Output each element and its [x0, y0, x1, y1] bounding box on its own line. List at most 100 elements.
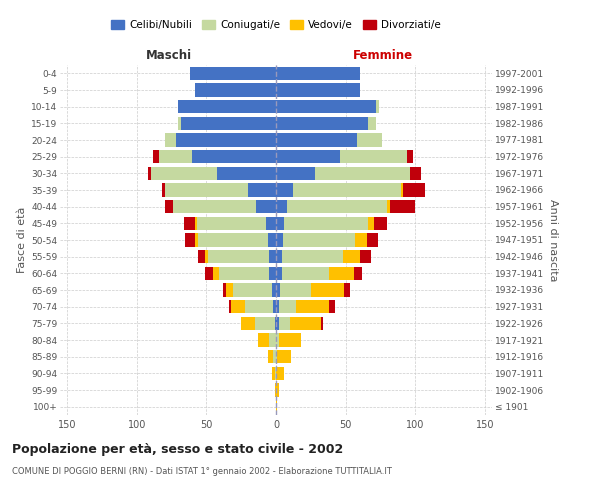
Bar [223, 284, 226, 296]
Bar [275, 384, 276, 396]
Bar [276, 250, 281, 264]
Bar [276, 200, 287, 213]
Bar [355, 234, 367, 246]
Bar [276, 134, 357, 146]
Bar [293, 184, 401, 196]
Bar [208, 250, 269, 264]
Bar [162, 184, 164, 196]
Bar [164, 134, 176, 146]
Bar [407, 150, 413, 164]
Bar [272, 284, 276, 296]
Bar [195, 234, 198, 246]
Bar [390, 200, 415, 213]
Bar [280, 284, 311, 296]
Bar [217, 166, 276, 180]
Text: Maschi: Maschi [146, 48, 192, 62]
Bar [269, 266, 276, 280]
Bar [276, 300, 279, 314]
Bar [148, 166, 151, 180]
Bar [276, 316, 279, 330]
Bar [276, 66, 359, 80]
Bar [269, 250, 276, 264]
Bar [401, 184, 403, 196]
Bar [315, 166, 410, 180]
Bar [276, 116, 368, 130]
Bar [233, 284, 272, 296]
Bar [281, 266, 329, 280]
Bar [256, 200, 276, 213]
Bar [219, 266, 269, 280]
Bar [193, 150, 276, 164]
Bar [290, 316, 320, 330]
Bar [255, 316, 275, 330]
Bar [213, 266, 219, 280]
Bar [368, 216, 374, 230]
Bar [276, 84, 359, 96]
Bar [273, 350, 276, 364]
Bar [279, 300, 296, 314]
Bar [266, 216, 276, 230]
Bar [276, 384, 279, 396]
Bar [276, 400, 277, 413]
Bar [287, 200, 388, 213]
Bar [198, 250, 205, 264]
Bar [359, 250, 371, 264]
Bar [164, 184, 248, 196]
Bar [269, 334, 276, 346]
Bar [276, 266, 281, 280]
Bar [276, 334, 279, 346]
Bar [320, 316, 323, 330]
Bar [245, 300, 273, 314]
Bar [241, 316, 255, 330]
Bar [184, 216, 195, 230]
Bar [181, 116, 276, 130]
Bar [329, 266, 354, 280]
Bar [276, 350, 277, 364]
Bar [281, 250, 343, 264]
Bar [276, 234, 283, 246]
Bar [276, 166, 315, 180]
Text: COMUNE DI POGGIO BERNI (RN) - Dati ISTAT 1° gennaio 2002 - Elaborazione TUTTITAL: COMUNE DI POGGIO BERNI (RN) - Dati ISTAT… [12, 467, 392, 476]
Bar [374, 216, 388, 230]
Bar [258, 334, 269, 346]
Bar [376, 100, 379, 114]
Bar [226, 284, 233, 296]
Text: Femmine: Femmine [353, 48, 413, 62]
Bar [248, 184, 276, 196]
Bar [284, 216, 368, 230]
Bar [229, 300, 232, 314]
Bar [268, 350, 273, 364]
Bar [403, 184, 425, 196]
Bar [178, 116, 181, 130]
Bar [276, 150, 340, 164]
Bar [197, 216, 266, 230]
Bar [273, 300, 276, 314]
Y-axis label: Anni di nascita: Anni di nascita [548, 198, 558, 281]
Bar [329, 300, 335, 314]
Y-axis label: Fasce di età: Fasce di età [17, 207, 27, 273]
Bar [276, 100, 376, 114]
Bar [276, 184, 293, 196]
Bar [205, 250, 208, 264]
Bar [279, 316, 290, 330]
Bar [410, 166, 421, 180]
Bar [367, 234, 378, 246]
Bar [388, 200, 390, 213]
Bar [275, 366, 276, 380]
Bar [190, 66, 276, 80]
Bar [173, 200, 256, 213]
Bar [198, 234, 268, 246]
Bar [357, 134, 382, 146]
Bar [195, 84, 276, 96]
Bar [368, 116, 376, 130]
Bar [275, 316, 276, 330]
Bar [276, 216, 284, 230]
Bar [159, 150, 193, 164]
Bar [151, 166, 217, 180]
Bar [154, 150, 159, 164]
Bar [276, 366, 284, 380]
Bar [277, 350, 292, 364]
Bar [195, 216, 197, 230]
Bar [354, 266, 362, 280]
Bar [344, 284, 350, 296]
